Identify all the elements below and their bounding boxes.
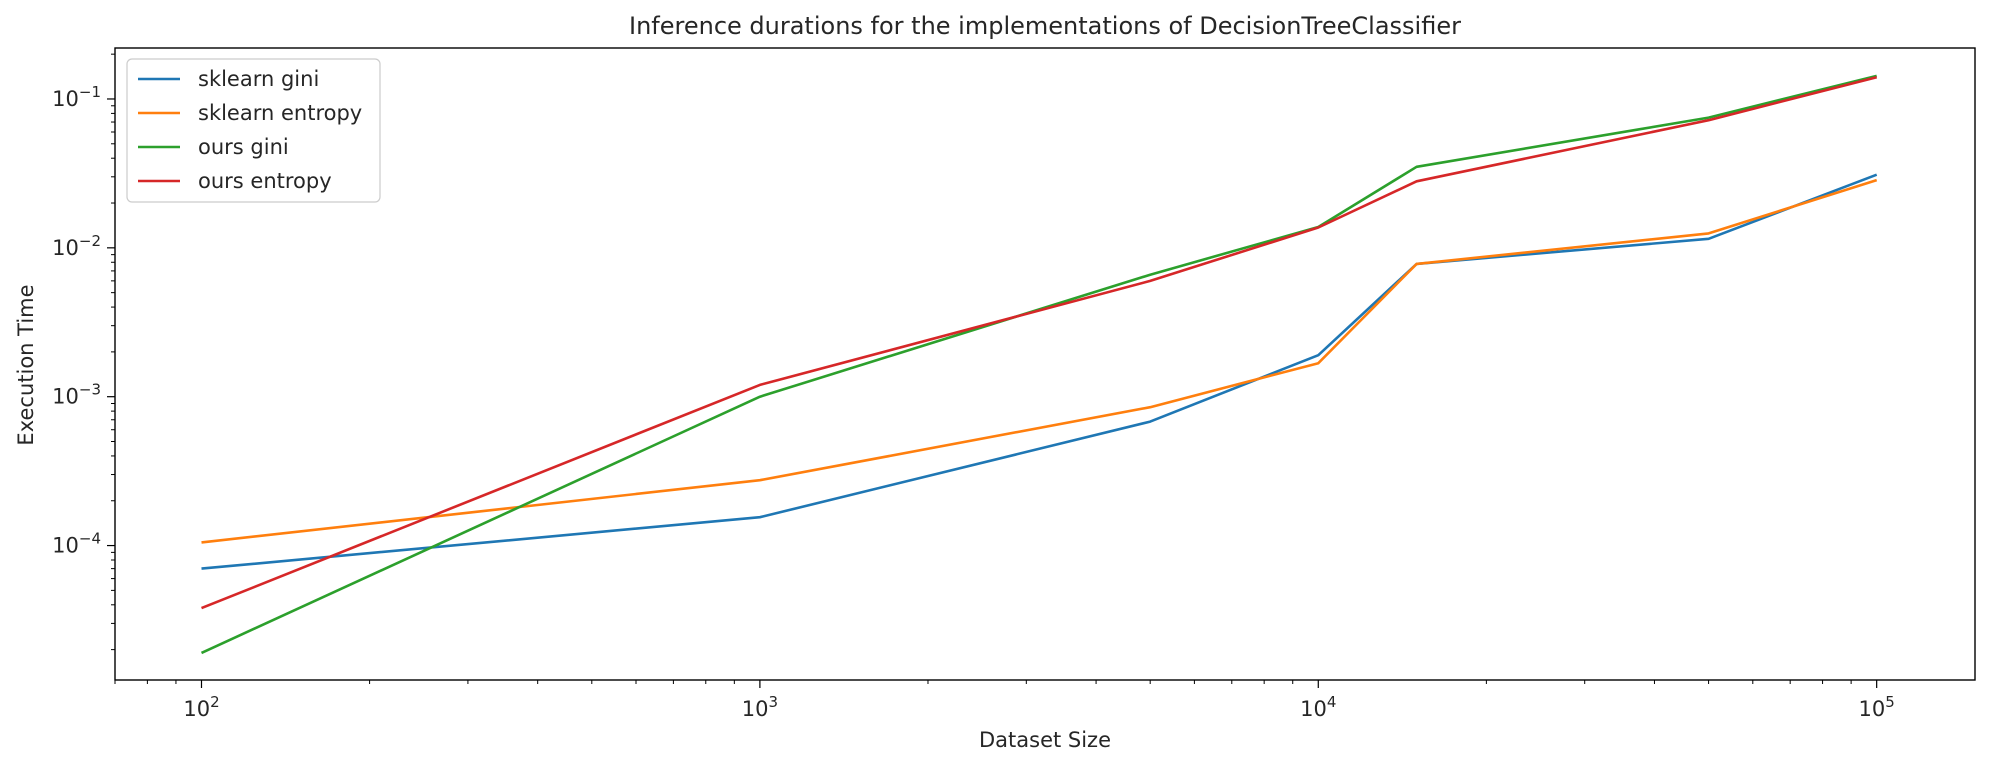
legend-box (126, 58, 381, 203)
x-axis: 102 103 104 105 (114, 680, 1895, 721)
series-line-1 (201, 178, 1878, 544)
series-line-3 (201, 75, 1878, 610)
y-tick-label: 10−2 (52, 232, 101, 260)
plot-frame (114, 47, 1976, 681)
legend-item-label: sklearn gini (198, 67, 319, 91)
y-tick-label: 10−1 (52, 83, 101, 111)
y-axis: 10−4 10−3 10−2 10−1 (52, 53, 115, 651)
series-line-2 (200, 74, 1878, 655)
x-axis-label: Dataset Size (979, 728, 1111, 752)
series-line-0 (201, 173, 1878, 570)
x-tick-label: 105 (1859, 693, 1895, 721)
y-tick-label: 10−4 (52, 530, 101, 558)
x-tick-label: 102 (183, 693, 219, 721)
x-tick-label: 103 (742, 693, 778, 721)
legend-item-label: ours gini (198, 135, 289, 159)
plot-area (200, 74, 1878, 655)
legend-item-label: ours entropy (198, 169, 332, 193)
y-axis-label: Execution Time (14, 284, 38, 445)
y-tick-label: 10−3 (52, 381, 101, 409)
legend: sklearn gini sklearn entropy ours gini ours… (126, 58, 381, 203)
x-tick-label: 104 (1300, 693, 1336, 721)
legend-item-label: sklearn entropy (198, 101, 362, 125)
chart-title: Inference durations for the implementati… (629, 12, 1461, 40)
